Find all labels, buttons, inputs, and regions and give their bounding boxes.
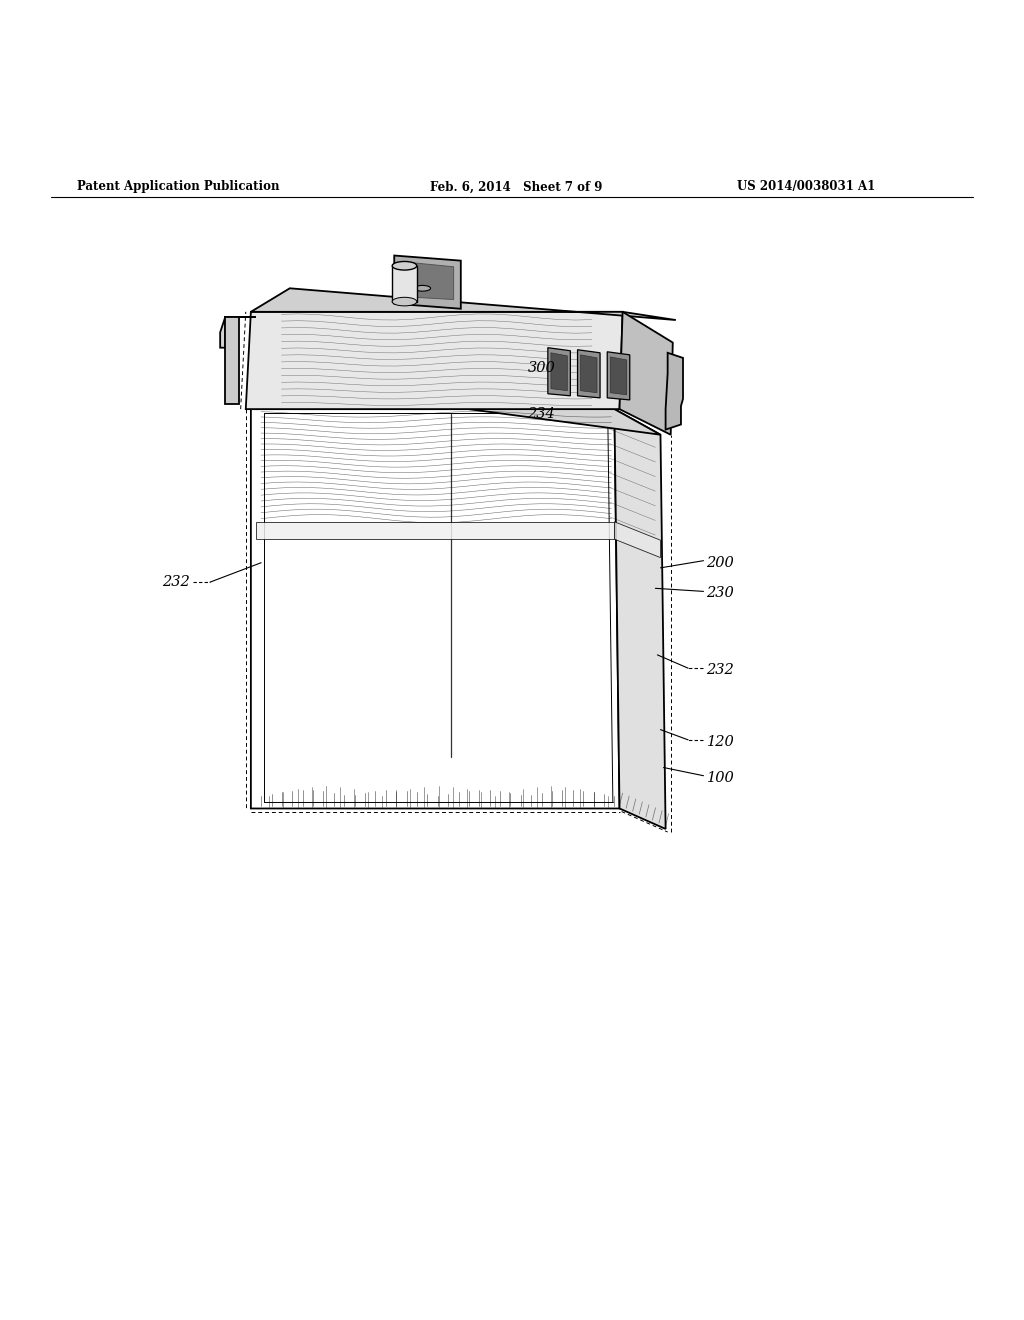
Polygon shape [394, 256, 461, 309]
Polygon shape [607, 351, 630, 400]
Polygon shape [581, 355, 597, 393]
Text: Feb. 6, 2014   Sheet 7 of 9: Feb. 6, 2014 Sheet 7 of 9 [430, 181, 602, 194]
Polygon shape [392, 265, 417, 301]
Ellipse shape [392, 297, 417, 306]
Polygon shape [246, 312, 623, 409]
Text: 230: 230 [707, 586, 734, 601]
Ellipse shape [414, 285, 430, 292]
Polygon shape [620, 312, 673, 434]
Polygon shape [614, 409, 666, 829]
Text: 120: 120 [707, 735, 734, 748]
Text: 232: 232 [162, 576, 189, 589]
Polygon shape [614, 521, 660, 557]
Polygon shape [401, 261, 454, 300]
Polygon shape [251, 385, 660, 434]
Text: Patent Application Publication: Patent Application Publication [77, 181, 280, 194]
Ellipse shape [392, 261, 417, 271]
Polygon shape [225, 317, 239, 404]
Polygon shape [666, 352, 683, 429]
Polygon shape [578, 350, 600, 397]
Text: 100: 100 [707, 771, 734, 785]
Polygon shape [551, 352, 567, 391]
Polygon shape [251, 409, 620, 808]
Polygon shape [548, 347, 570, 396]
Text: FIG.  4F: FIG. 4F [408, 339, 494, 356]
Text: 300: 300 [527, 362, 555, 375]
Polygon shape [256, 521, 614, 539]
Text: 232: 232 [707, 663, 734, 677]
Text: 200: 200 [707, 556, 734, 570]
Text: 234: 234 [527, 408, 555, 421]
Text: US 2014/0038031 A1: US 2014/0038031 A1 [737, 181, 876, 194]
Polygon shape [610, 356, 627, 395]
Polygon shape [220, 317, 256, 347]
Polygon shape [251, 288, 676, 319]
